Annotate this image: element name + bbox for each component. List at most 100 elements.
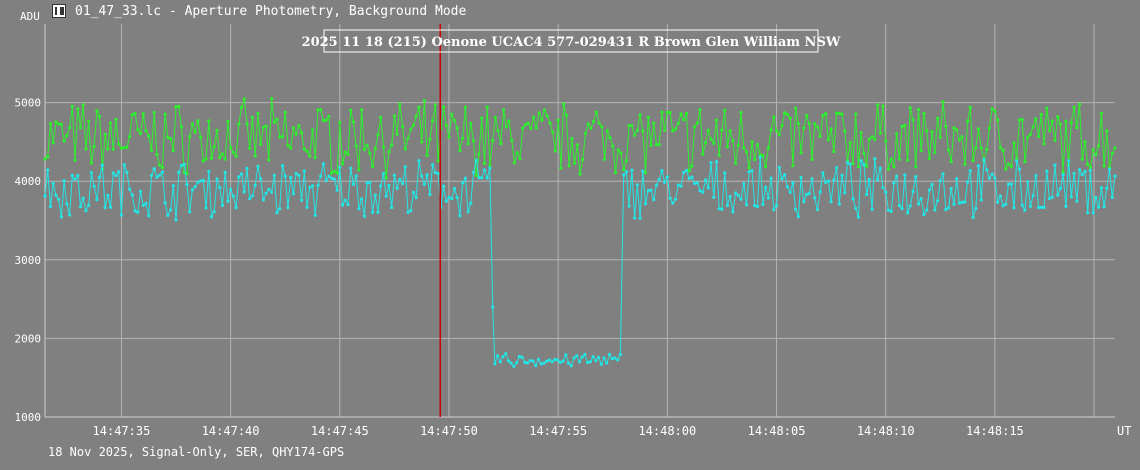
data-point	[381, 145, 386, 149]
data-point	[575, 354, 579, 358]
data-point	[1072, 105, 1076, 109]
data-point	[739, 111, 743, 115]
data-point	[357, 168, 361, 172]
data-point	[463, 105, 467, 109]
data-point	[119, 146, 123, 150]
data-point	[750, 169, 754, 173]
data-point	[169, 137, 173, 141]
data-point	[351, 120, 355, 124]
data-point	[627, 204, 631, 208]
data-point	[996, 200, 1000, 204]
data-point	[1067, 159, 1071, 163]
title-bar: 01_47_33.lc - Aperture Photometry, Backg…	[0, 0, 1140, 24]
data-point	[1004, 202, 1008, 206]
data-point	[731, 210, 735, 214]
data-point	[1050, 195, 1054, 199]
data-point	[515, 361, 519, 365]
data-point	[938, 179, 942, 183]
data-point	[957, 138, 962, 142]
data-point	[704, 178, 708, 182]
data-point	[512, 364, 516, 368]
data-point	[649, 143, 653, 148]
data-point	[712, 195, 716, 199]
window-title: 01_47_33.lc - Aperture Photometry, Backg…	[75, 4, 467, 19]
data-point	[548, 121, 552, 125]
x-axis-label: UT	[1117, 424, 1131, 438]
data-point	[657, 143, 661, 147]
data-point	[805, 113, 809, 118]
data-point	[1031, 194, 1035, 198]
data-point	[558, 360, 562, 364]
data-point	[289, 146, 293, 150]
data-point	[452, 118, 456, 122]
data-point	[474, 158, 478, 162]
data-point	[237, 122, 241, 126]
data-point	[753, 204, 757, 208]
data-point	[171, 149, 175, 153]
app-icon[interactable]	[52, 4, 66, 18]
data-point	[616, 358, 620, 362]
data-point	[92, 144, 96, 149]
data-point	[843, 129, 847, 133]
data-point	[668, 111, 672, 115]
data-point	[231, 150, 235, 155]
data-point	[755, 143, 760, 147]
series-line	[44, 157, 1116, 368]
data-point	[774, 129, 779, 133]
data-point	[297, 173, 301, 177]
data-point	[911, 189, 915, 194]
data-point	[916, 202, 921, 206]
data-point	[256, 164, 260, 168]
data-point	[744, 203, 749, 207]
data-point	[777, 165, 781, 169]
data-point	[725, 203, 730, 208]
data-point	[152, 110, 156, 115]
data-point	[1094, 153, 1098, 157]
data-point	[537, 111, 541, 115]
data-point	[368, 180, 372, 184]
data-point	[755, 204, 760, 209]
data-point	[144, 201, 148, 205]
data-point	[698, 108, 702, 112]
data-point	[783, 111, 787, 115]
data-point	[324, 179, 328, 183]
data-point	[509, 361, 513, 365]
data-point	[119, 213, 123, 217]
data-point	[946, 206, 951, 210]
data-point	[870, 207, 874, 211]
data-point	[652, 121, 656, 125]
data-point	[698, 189, 702, 193]
data-point	[160, 165, 164, 170]
data-point	[682, 118, 686, 122]
data-point	[133, 209, 137, 213]
data-point	[979, 198, 983, 202]
data-point	[608, 136, 612, 140]
data-point	[65, 202, 69, 206]
data-point	[496, 129, 500, 133]
data-point	[892, 165, 896, 169]
data-point	[130, 193, 134, 197]
data-point	[381, 172, 386, 176]
data-point	[264, 191, 268, 195]
data-point	[766, 196, 770, 200]
data-point	[936, 199, 940, 203]
data-point	[201, 178, 205, 182]
data-point	[673, 127, 678, 131]
data-point	[310, 128, 315, 132]
data-point	[62, 139, 66, 143]
data-point	[597, 355, 601, 359]
data-point	[401, 125, 405, 129]
data-point	[633, 216, 637, 220]
data-point	[605, 129, 609, 133]
data-point	[805, 192, 809, 196]
data-point	[547, 358, 552, 362]
data-point	[684, 168, 689, 172]
data-point	[313, 213, 317, 217]
data-point	[971, 159, 975, 163]
data-point	[1105, 186, 1109, 190]
data-point	[815, 125, 820, 129]
data-point	[422, 182, 426, 186]
data-point	[974, 206, 978, 211]
data-point	[379, 115, 383, 119]
data-point	[81, 103, 85, 107]
